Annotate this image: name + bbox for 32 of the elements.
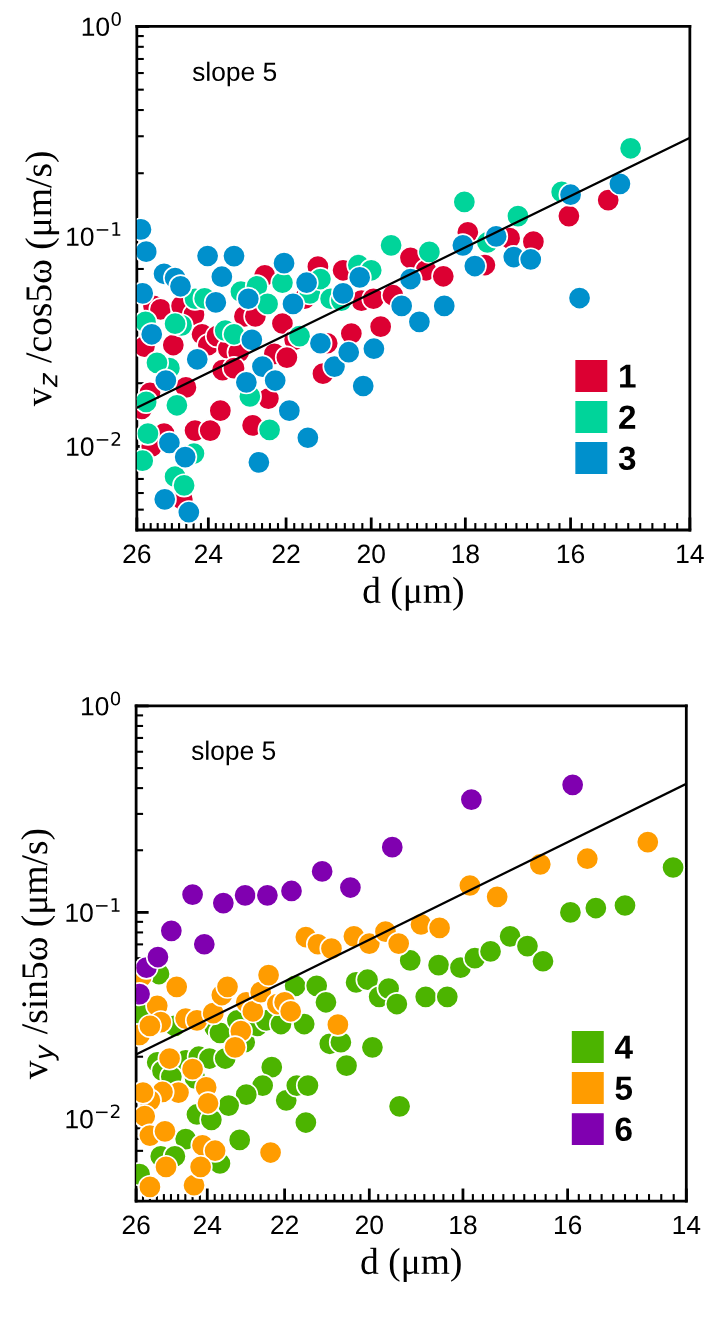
x-tick-label: 14 bbox=[677, 544, 704, 564]
x-tick-label: 18 bbox=[452, 544, 479, 564]
annotation: slope 5 bbox=[191, 740, 276, 766]
x-tick-label: 20 bbox=[355, 1215, 383, 1235]
legend-label: 2 bbox=[619, 405, 636, 429]
x-tick-label: 22 bbox=[271, 1215, 298, 1235]
y-tick-label: 10$^{0}$ bbox=[82, 12, 121, 37]
y-tick-label: 10$^{−1}$ bbox=[66, 898, 120, 923]
x-tick-label: 20 bbox=[357, 544, 385, 564]
x-tick-label: 26 bbox=[123, 544, 151, 564]
x-tick-label: 24 bbox=[195, 544, 223, 564]
y-tick-label: 10$^{−2}$ bbox=[66, 1104, 120, 1129]
y-tick-label: 10$^{−2}$ bbox=[67, 431, 121, 457]
y-axis-title: v$_{y}$ /sin5ω (μm/s) bbox=[21, 829, 59, 1080]
legend-label: 6 bbox=[615, 1117, 632, 1142]
legend-label: 4 bbox=[614, 1035, 633, 1059]
x-tick-label: 26 bbox=[122, 1215, 150, 1235]
x-tick-label: 22 bbox=[272, 544, 300, 564]
x-tick-label: 14 bbox=[673, 1215, 701, 1235]
x-tick-label: 24 bbox=[193, 1215, 222, 1235]
legend-label: 1 bbox=[620, 364, 636, 388]
x-tick-label: 18 bbox=[450, 1215, 477, 1235]
x-axis-title: d (μm) bbox=[363, 576, 463, 611]
legend-label: 5 bbox=[615, 1076, 633, 1101]
x-axis-title: d (μm) bbox=[361, 1247, 461, 1282]
x-tick-label: 16 bbox=[554, 1215, 582, 1235]
y-tick-label: 10$^{0}$ bbox=[82, 691, 121, 716]
y-tick-label: 10$^{−1}$ bbox=[67, 222, 121, 247]
legend-label: 3 bbox=[618, 446, 636, 471]
x-tick-label: 16 bbox=[557, 544, 585, 564]
annotation: slope 5 bbox=[192, 61, 277, 87]
y-axis-title: v$_{z}$ /cos5ω (μm/s) bbox=[25, 152, 60, 407]
